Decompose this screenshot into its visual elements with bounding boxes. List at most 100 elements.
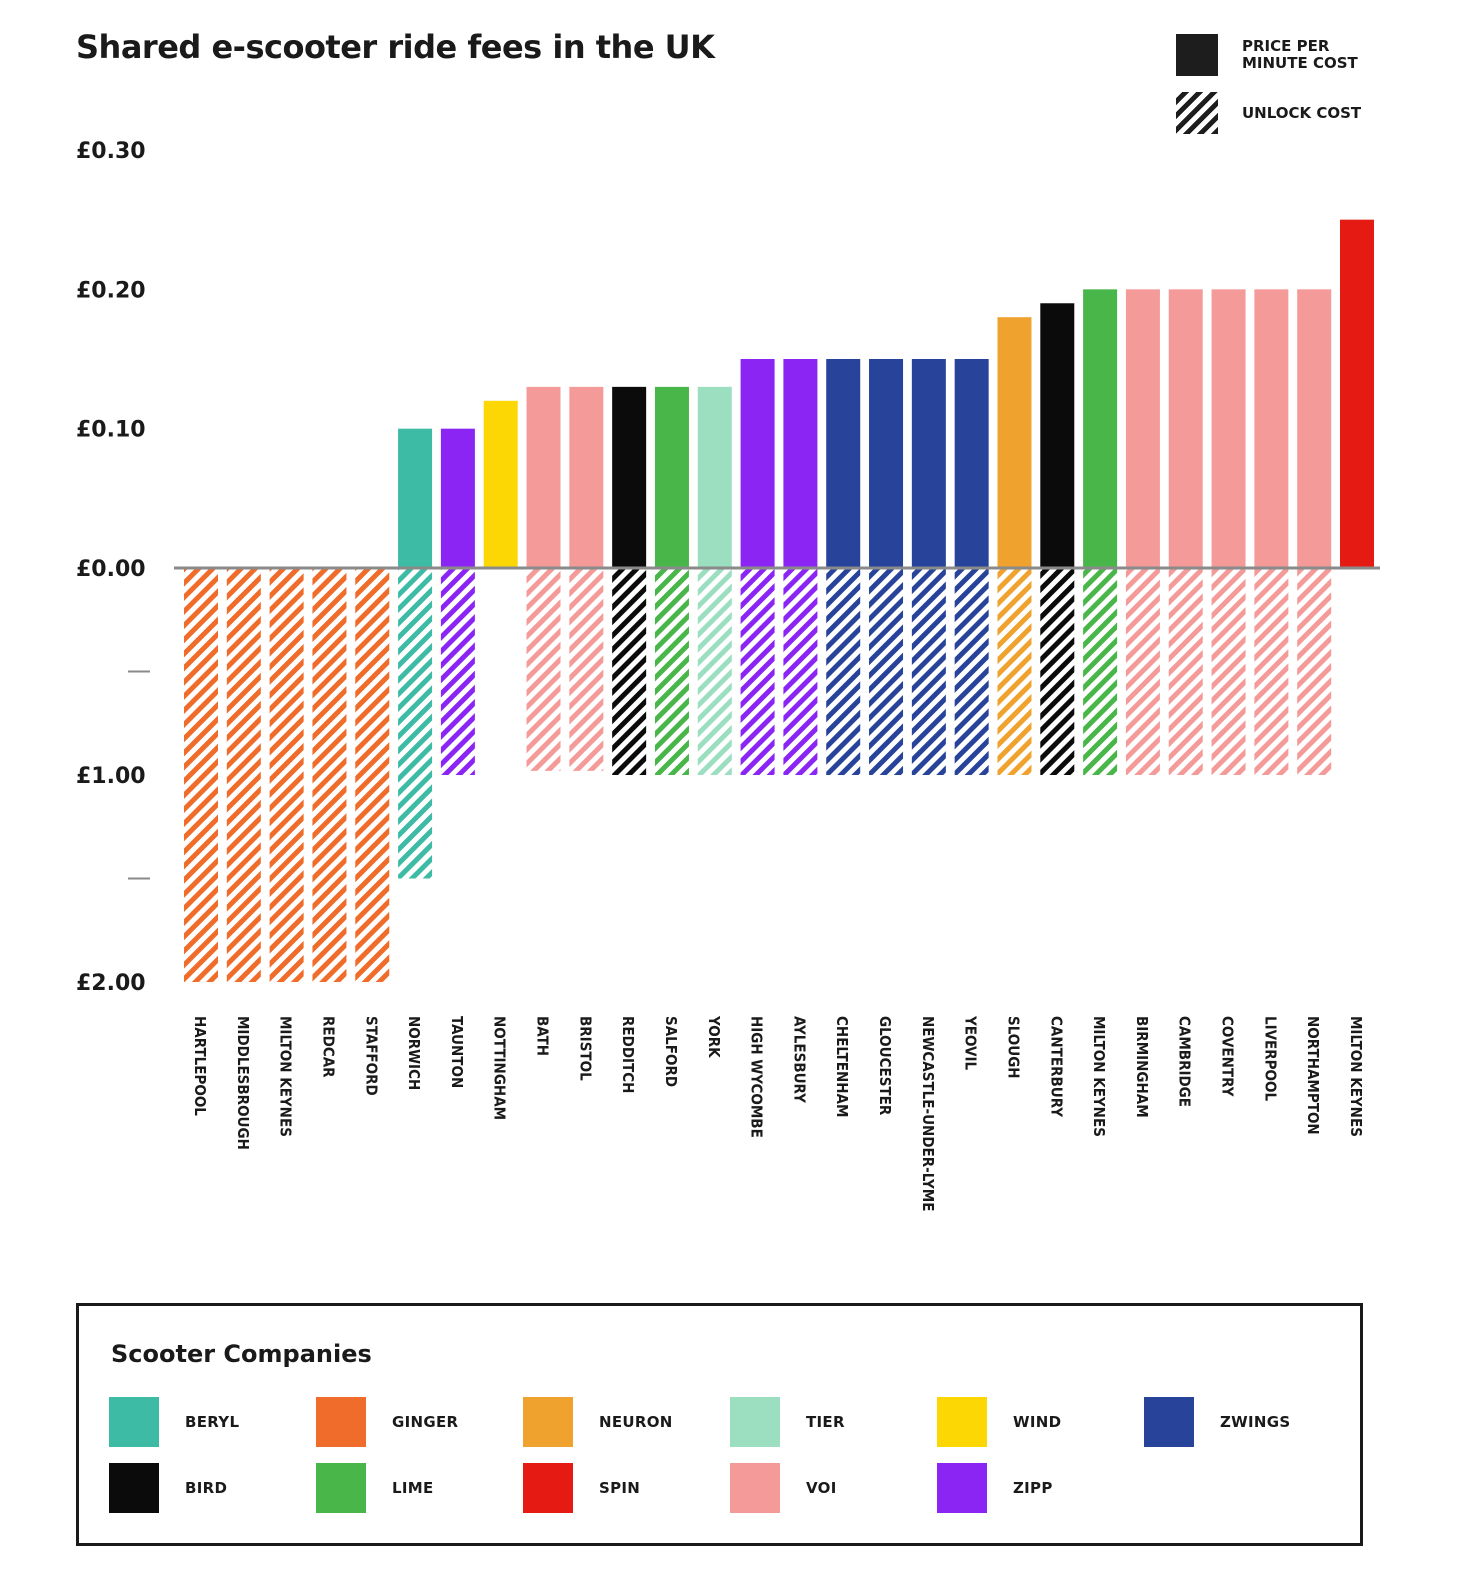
price-bar: [740, 359, 775, 568]
company-legend-item: VOI: [730, 1463, 837, 1513]
company-color-swatch: [523, 1397, 573, 1447]
bar-chart: £0.30 £0.20 £0.10 £0.00 £1.00 £2.00 HARTLEPOO…: [76, 139, 1380, 1211]
unlock-bar: [826, 568, 861, 775]
x-tick-label: CHELTENHAM: [833, 1016, 851, 1117]
company-legend-item: NEURON: [523, 1397, 673, 1447]
price-bars: [398, 219, 1374, 568]
company-color-swatch: [1144, 1397, 1194, 1447]
cost-type-legend: PRICE PER MINUTE COST UNLOCK COST: [1176, 34, 1436, 144]
company-legend-item: ZIPP: [937, 1463, 1053, 1513]
unlock-bar: [1040, 568, 1075, 775]
price-bar: [1168, 289, 1203, 568]
unlock-bar: [1297, 568, 1332, 775]
x-tick-label: SALFORD: [662, 1016, 680, 1087]
unlock-bar: [1083, 568, 1118, 775]
company-name-label: WIND: [1013, 1413, 1062, 1431]
company-name-label: BERYL: [185, 1413, 240, 1431]
x-tick-label: HARTLEPOOL: [191, 1016, 209, 1116]
company-legend-item: SPIN: [523, 1463, 640, 1513]
x-tick-label: MILTON KEYNES: [1090, 1016, 1108, 1137]
price-bar: [569, 386, 604, 568]
company-color-swatch: [730, 1463, 780, 1513]
price-bar: [997, 317, 1032, 568]
price-bar: [954, 359, 989, 568]
unlock-bar: [1168, 568, 1203, 775]
unlock-bar: [869, 568, 904, 775]
x-tick-label: MIDDLESBROUGH: [234, 1016, 252, 1150]
price-bar: [1083, 289, 1118, 568]
company-color-swatch: [109, 1463, 159, 1513]
x-tick-label: LIVERPOOL: [1261, 1016, 1279, 1102]
unlock-bar: [740, 568, 775, 775]
price-bar: [1340, 219, 1374, 568]
unlock-bar: [1211, 568, 1246, 775]
unlock-bar: [783, 568, 818, 775]
price-bar: [398, 428, 433, 568]
x-tick-label: NOTTINGHAM: [491, 1016, 509, 1120]
unlock-bar: [612, 568, 647, 775]
x-tick-label: BRISTOL: [576, 1016, 594, 1081]
company-name-label: BIRD: [185, 1479, 228, 1497]
unlock-bar: [526, 568, 561, 771]
y-tick-label: £0.00: [76, 557, 146, 582]
company-name-label: SPIN: [599, 1479, 641, 1497]
price-bar: [783, 359, 818, 568]
company-name-label: ZIPP: [1013, 1479, 1053, 1497]
company-legend-item: BERYL: [109, 1397, 239, 1447]
company-legend-item: ZWINGS: [1144, 1397, 1290, 1447]
x-tick-label: HIGH WYCOMBE: [748, 1016, 766, 1138]
company-color-swatch: [937, 1463, 987, 1513]
price-bar: [612, 386, 647, 568]
x-tick-label: BATH: [534, 1016, 552, 1056]
x-tick-label: NEWCASTLE-UNDER-LYME: [919, 1016, 937, 1211]
company-legend-item: WIND: [937, 1397, 1061, 1447]
company-color-swatch: [316, 1463, 366, 1513]
company-name-label: NEURON: [599, 1413, 673, 1431]
y-tick-label: £0.10: [76, 418, 146, 443]
unlock-bar: [312, 568, 347, 982]
price-bar: [1211, 289, 1246, 568]
x-tick-label: GLOUCESTER: [876, 1016, 894, 1116]
legend-price-per-minute: PRICE PER MINUTE COST: [1176, 34, 1392, 76]
unlock-bar: [654, 568, 689, 775]
unlock-bar: [954, 568, 989, 775]
price-bar: [826, 359, 861, 568]
chart-title: Shared e-scooter ride fees in the UK: [76, 28, 715, 66]
x-tick-label: REDDITCH: [619, 1016, 637, 1093]
unlock-bar: [697, 568, 732, 775]
unlock-bar: [226, 568, 261, 982]
company-legend-item: GINGER: [316, 1397, 458, 1447]
price-bar: [654, 386, 689, 568]
unlock-bar: [269, 568, 304, 982]
unlock-bar: [1125, 568, 1160, 775]
company-color-swatch: [316, 1397, 366, 1447]
price-bar: [483, 400, 518, 568]
legend-price-label: PRICE PER MINUTE COST: [1242, 37, 1358, 72]
company-legend: Scooter Companies BERYL GINGER NEURON TIER W…: [76, 1303, 1363, 1546]
unlock-bar: [569, 568, 604, 771]
unlock-bar: [184, 568, 218, 982]
company-name-label: VOI: [806, 1479, 837, 1497]
price-bar: [526, 386, 561, 568]
x-tick-label: NORTHAMPTON: [1304, 1016, 1322, 1135]
unlock-bar: [440, 568, 475, 775]
unlock-bar: [911, 568, 946, 775]
x-tick-label: STAFFORD: [362, 1016, 380, 1096]
x-tick-label: REDCAR: [319, 1016, 337, 1078]
company-name-label: GINGER: [392, 1413, 459, 1431]
hatched-swatch-icon: [1176, 92, 1218, 134]
legend-unlock-cost: UNLOCK COST: [1176, 92, 1392, 134]
price-bar: [1125, 289, 1160, 568]
x-axis-labels: HARTLEPOOL MIDDLESBROUGH MILTON KEYNES REDC…: [191, 1015, 1365, 1211]
solid-swatch-icon: [1176, 34, 1218, 76]
unlock-bars: [184, 568, 1332, 982]
x-tick-label: SLOUGH: [1004, 1016, 1022, 1079]
price-bar: [1297, 289, 1332, 568]
unlock-bar: [398, 568, 433, 879]
legend-unlock-label: UNLOCK COST: [1242, 103, 1362, 122]
x-tick-label: YORK: [705, 1015, 723, 1058]
y-tick-label: £2.00: [76, 971, 146, 996]
price-bar: [911, 359, 946, 568]
unlock-bar: [997, 568, 1032, 775]
y-tick-label: £1.00: [76, 764, 146, 789]
